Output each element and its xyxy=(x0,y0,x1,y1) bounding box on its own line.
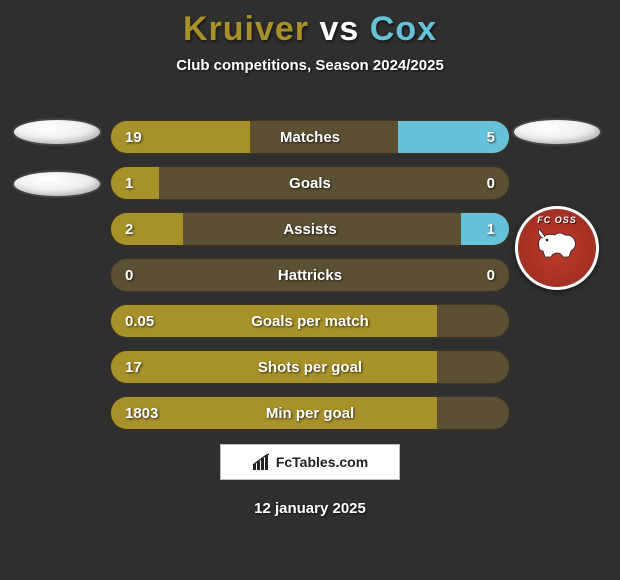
player2-name: Cox xyxy=(370,10,437,48)
stat-label: Assists xyxy=(111,213,509,246)
stat-label: Goals per match xyxy=(111,305,509,338)
page-subtitle: Club competitions, Season 2024/2025 xyxy=(0,57,620,74)
stat-row: 17Shots per goal xyxy=(110,350,510,384)
right-player-badge: FC OSS xyxy=(512,118,602,208)
title-wrap: Kruiver vs Cox Club competitions, Season… xyxy=(0,0,620,74)
club-crest-text: FC OSS xyxy=(518,215,596,225)
left-badge-ellipse-1 xyxy=(12,118,102,146)
bull-icon xyxy=(533,227,581,263)
brand-chart-icon xyxy=(252,453,270,471)
right-badge-ellipse xyxy=(512,118,602,146)
stat-row: 195Matches xyxy=(110,120,510,154)
stat-label: Hattricks xyxy=(111,259,509,292)
stat-row: 0.05Goals per match xyxy=(110,304,510,338)
left-player-badge xyxy=(12,118,102,208)
stat-label: Matches xyxy=(111,121,509,154)
stat-row: 1803Min per goal xyxy=(110,396,510,430)
stat-row: 00Hattricks xyxy=(110,258,510,292)
title-vs: vs xyxy=(320,10,360,48)
stats-column: 195Matches 10Goals 21Assists 00Hattricks 0.0… xyxy=(110,120,510,442)
stat-row: 10Goals xyxy=(110,166,510,200)
stat-label: Shots per goal xyxy=(111,351,509,384)
player1-name: Kruiver xyxy=(183,10,309,48)
left-badge-ellipse-2 xyxy=(12,170,102,198)
brand-label: FcTables.com xyxy=(276,454,368,470)
stat-label: Min per goal xyxy=(111,397,509,430)
club-crest: FC OSS xyxy=(515,206,599,290)
stat-label: Goals xyxy=(111,167,509,200)
comparison-title: Kruiver vs Cox xyxy=(0,10,620,49)
stat-row: 21Assists xyxy=(110,212,510,246)
footer-date: 12 january 2025 xyxy=(0,500,620,517)
brand-badge: FcTables.com xyxy=(220,444,400,480)
